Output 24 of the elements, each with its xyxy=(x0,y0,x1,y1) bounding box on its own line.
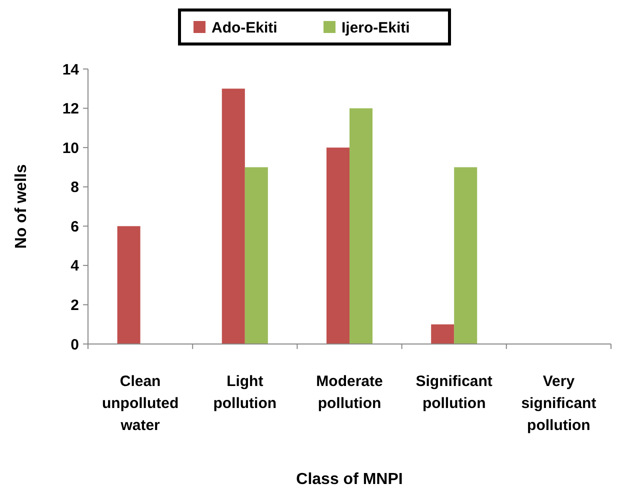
x-axis-title: Class of MNPI xyxy=(296,471,403,488)
y-tick-label: 8 xyxy=(70,179,79,196)
x-tick-label: Very significant pollution xyxy=(521,373,596,434)
x-tick-label: Significant pollution xyxy=(416,373,492,412)
bar xyxy=(117,226,140,344)
y-tick-label: 6 xyxy=(70,218,79,236)
x-tick-label: Light pollution xyxy=(213,373,277,412)
legend-label: Ijero-Ekiti xyxy=(342,19,410,36)
y-tick-label: 12 xyxy=(62,100,79,118)
bar xyxy=(431,324,454,344)
y-tick-label: 4 xyxy=(70,258,80,275)
bar xyxy=(454,167,478,344)
y-tick-label: 14 xyxy=(62,61,80,78)
bar xyxy=(326,148,350,344)
legend-label: Ado-Ekiti xyxy=(212,19,278,36)
x-tick-label: Clean unpolluted water xyxy=(102,373,179,434)
bar xyxy=(222,88,245,344)
y-axis-title: No of wells xyxy=(13,164,30,249)
y-tick-label: 2 xyxy=(70,296,79,314)
y-tick-label: 10 xyxy=(62,140,79,157)
x-tick-label: Moderate pollution xyxy=(316,373,383,412)
bar xyxy=(350,108,373,344)
y-tick-label: 0 xyxy=(70,336,79,354)
bar xyxy=(244,167,268,344)
